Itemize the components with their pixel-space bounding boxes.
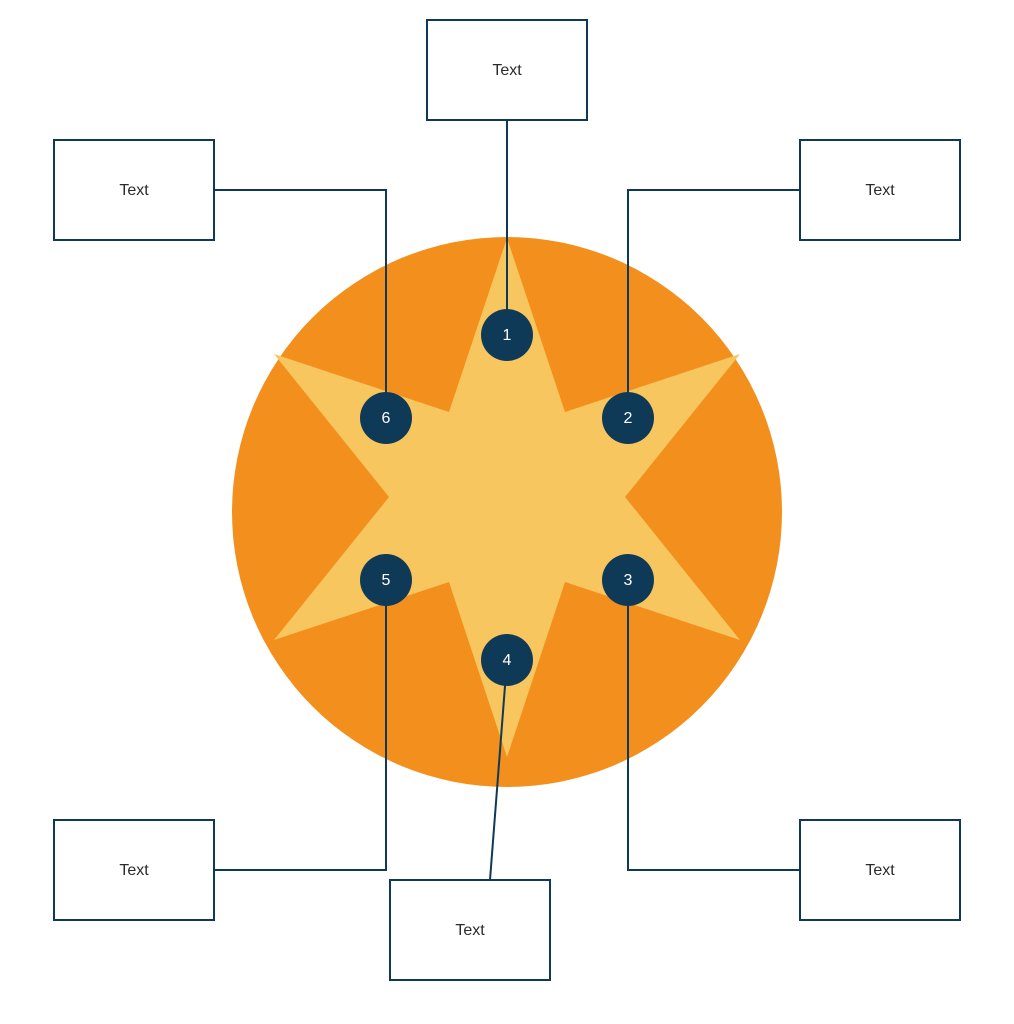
node-3: 3 — [602, 554, 654, 606]
text-box-label-5: Text — [119, 862, 149, 879]
node-label-1: 1 — [503, 327, 512, 344]
star-diagram: 1 2 3 4 5 6 Text Text Text Text Text Text — [0, 0, 1014, 1024]
node-1: 1 — [481, 309, 533, 361]
text-box-2: Text — [800, 140, 960, 240]
text-box-6: Text — [54, 140, 214, 240]
text-box-4: Text — [390, 880, 550, 980]
text-box-label-6: Text — [119, 182, 149, 199]
text-box-5: Text — [54, 820, 214, 920]
text-box-label-1: Text — [492, 62, 522, 79]
node-2: 2 — [602, 392, 654, 444]
node-6: 6 — [360, 392, 412, 444]
text-box-label-2: Text — [865, 182, 895, 199]
node-label-4: 4 — [503, 652, 512, 669]
node-label-5: 5 — [382, 572, 391, 589]
node-5: 5 — [360, 554, 412, 606]
node-label-3: 3 — [624, 572, 633, 589]
node-4: 4 — [481, 634, 533, 686]
text-box-3: Text — [800, 820, 960, 920]
text-box-label-3: Text — [865, 862, 895, 879]
text-box-1: Text — [427, 20, 587, 120]
node-label-2: 2 — [624, 410, 633, 427]
text-box-label-4: Text — [455, 922, 485, 939]
node-label-6: 6 — [382, 410, 391, 427]
